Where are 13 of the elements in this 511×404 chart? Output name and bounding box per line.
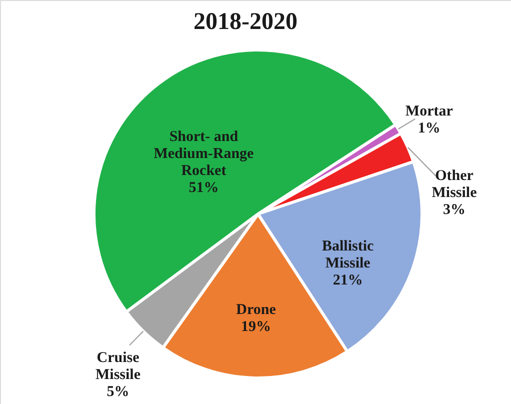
data-label: 3% <box>443 202 466 218</box>
chart-title: 2018-2020 <box>194 9 298 35</box>
slice-label: Short- and Medium-Range Rocket <box>154 128 254 179</box>
data-label: 51% <box>188 180 219 196</box>
data-label: 19% <box>241 319 272 336</box>
slice-label: Ballistic Missile <box>322 238 374 272</box>
slice-label: Mortar <box>405 103 454 120</box>
data-label: 21% <box>332 272 363 288</box>
slice-label: Cruise Missile <box>96 350 141 383</box>
data-label: 1% <box>418 120 440 136</box>
slice-label: Drone <box>236 302 276 318</box>
slice-label: Other Missile <box>432 168 478 202</box>
data-label: 5% <box>106 384 130 400</box>
